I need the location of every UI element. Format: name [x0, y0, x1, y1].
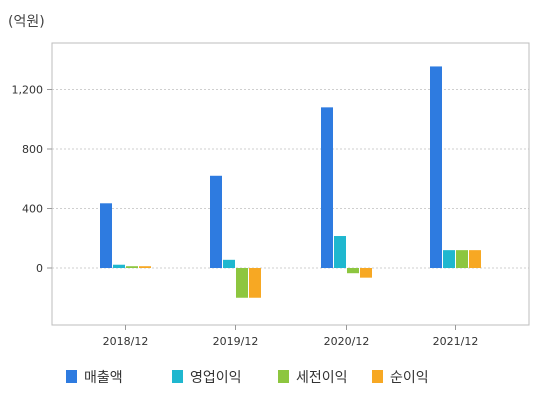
legend-label: 세전이익: [296, 370, 348, 386]
bar: [456, 250, 468, 268]
y-tick-label: 1,200: [12, 84, 44, 97]
bar: [126, 266, 138, 268]
y-tick-label: 0: [36, 262, 43, 275]
bar: [321, 107, 333, 268]
legend-swatch: [278, 370, 289, 383]
x-axis-ticks: 2018/12 2019/12 2020/12 2021/12: [103, 325, 479, 348]
x-tick-label: 2018/12: [103, 335, 149, 348]
bars: [100, 66, 481, 298]
bar: [469, 250, 481, 268]
bar: [139, 266, 151, 268]
legend-swatch: [172, 370, 183, 383]
bar: [100, 203, 112, 268]
x-tick-label: 2020/12: [324, 335, 370, 348]
bar: [334, 236, 346, 268]
bar: [236, 268, 248, 298]
x-tick-label: 2019/12: [213, 335, 259, 348]
x-tick-label: 2021/12: [433, 335, 479, 348]
y-axis-ticks: 0 400 800 1,200: [12, 84, 52, 275]
bar: [430, 66, 442, 268]
bar: [223, 259, 235, 268]
gridlines: [52, 89, 529, 269]
bar: [443, 250, 455, 268]
plot-frame: [51, 42, 530, 326]
legend-label: 영업이익: [190, 370, 242, 386]
legend-swatch: [372, 370, 383, 383]
bar: [113, 264, 125, 268]
y-tick-label: 400: [22, 203, 43, 216]
legend-swatch: [66, 370, 77, 383]
legend-label: 순이익: [390, 370, 429, 386]
legend: 매출액 영업이익 세전이익 순이익: [66, 370, 429, 386]
bar: [249, 268, 261, 298]
legend-label: 매출액: [84, 370, 123, 386]
y-tick-label: 800: [22, 143, 43, 156]
bar: [347, 268, 359, 274]
bar: [360, 268, 372, 278]
unit-label: (억원): [8, 14, 45, 30]
bar: [210, 175, 222, 268]
